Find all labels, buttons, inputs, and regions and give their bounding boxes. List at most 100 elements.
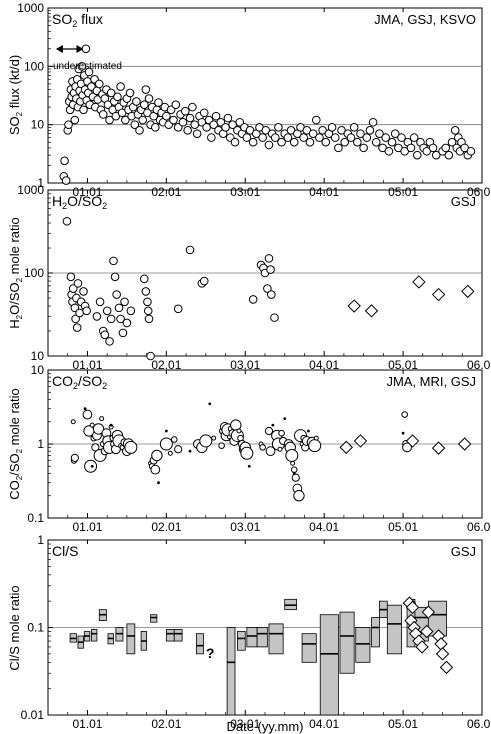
data-point	[207, 133, 216, 142]
data-point	[77, 62, 87, 71]
data-point	[106, 314, 116, 324]
data-point	[270, 313, 279, 322]
range-box	[386, 604, 402, 655]
data-point	[141, 85, 151, 94]
x-tick-label: 06.01	[467, 717, 491, 731]
y-tick-label: 1000	[17, 183, 44, 197]
data-point-diamond	[457, 437, 472, 451]
range-box	[256, 627, 268, 648]
data-point	[293, 490, 305, 502]
x-tick-label: 01.01	[72, 717, 102, 731]
series-co2-2	[339, 434, 472, 455]
data-point	[138, 115, 147, 125]
data-point	[82, 409, 93, 420]
x-tick-label: 05.01	[388, 520, 418, 534]
data-point	[315, 133, 324, 142]
panel-inset-title: H2O/SO2	[52, 193, 107, 211]
double-arrow-head-right	[76, 45, 84, 53]
data-point-dot	[292, 472, 296, 475]
range-box	[195, 633, 204, 655]
data-point	[387, 137, 397, 147]
x-tick-label: 05.01	[388, 717, 418, 731]
data-point	[125, 88, 135, 98]
data-point	[362, 133, 372, 142]
data-point	[73, 279, 83, 288]
range-box	[268, 623, 284, 655]
data-point-dot	[283, 417, 287, 421]
series-h2o-1	[347, 275, 475, 318]
data-point	[258, 133, 267, 142]
data-point	[199, 276, 209, 286]
data-point	[308, 129, 318, 139]
data-point	[121, 115, 130, 125]
data-point	[143, 297, 152, 307]
data-point	[171, 100, 181, 109]
data-point	[116, 82, 125, 91]
y-tick-label: 1000	[17, 1, 44, 15]
range-box	[339, 611, 355, 674]
data-point	[70, 115, 80, 125]
data-point	[397, 133, 406, 142]
data-point	[277, 137, 286, 147]
data-point-diamond	[347, 299, 361, 313]
panel-inset-title: CO2/SO2	[52, 373, 107, 391]
data-point	[144, 314, 154, 324]
data-point-diamond	[431, 441, 446, 455]
data-point	[68, 284, 78, 293]
data-point	[311, 115, 321, 125]
data-point	[368, 117, 378, 127]
data-point	[91, 443, 100, 452]
y-tick-label: 0.1	[27, 621, 44, 635]
panel-so2: 110100100001.0102.0103.0104.0105.0106.01…	[7, 1, 491, 199]
data-point	[146, 351, 155, 361]
data-point	[291, 473, 300, 482]
data-point	[87, 82, 96, 91]
data-point	[192, 129, 202, 139]
data-point	[98, 110, 108, 119]
range-box	[126, 623, 136, 655]
data-point	[278, 429, 285, 437]
data-point-dot	[109, 423, 113, 427]
y-axis-label: CO2/SO2 mole ratio	[7, 388, 24, 500]
y-tick-label: 10	[31, 349, 45, 363]
data-point	[283, 133, 293, 142]
data-point	[211, 435, 217, 441]
data-point	[277, 446, 283, 452]
data-point	[92, 312, 102, 321]
data-point	[290, 466, 298, 473]
data-point-diamond	[421, 605, 436, 619]
data-point	[102, 306, 112, 316]
data-point	[167, 450, 173, 456]
data-point	[263, 284, 272, 293]
data-point	[124, 440, 138, 454]
x-tick-label: 06.01	[467, 185, 491, 199]
data-point-dot	[208, 402, 212, 406]
data-point	[79, 287, 88, 296]
data-point	[259, 444, 266, 451]
y-tick-label: 1	[37, 437, 44, 451]
data-point	[375, 129, 384, 139]
x-tick-label: 03.01	[230, 520, 260, 534]
data-point	[72, 323, 82, 332]
data-point	[181, 106, 190, 116]
data-point	[144, 94, 154, 103]
panel-inset-title: Cl/S	[52, 543, 78, 559]
data-point-dot	[188, 449, 192, 453]
question-mark-annotation: ?	[206, 645, 215, 661]
range-box	[301, 633, 317, 663]
data-point	[230, 137, 240, 147]
data-point	[313, 435, 319, 441]
data-point-diamond	[364, 304, 379, 318]
x-tick-label: 03.01	[230, 358, 260, 372]
data-point	[365, 126, 375, 135]
data-point	[267, 290, 276, 299]
data-point-diamond	[420, 624, 434, 639]
underestimated-annotation: underestimated	[53, 61, 122, 72]
data-point	[381, 133, 391, 142]
data-point	[112, 290, 121, 299]
range-box	[165, 629, 175, 642]
data-point	[114, 303, 124, 313]
data-point	[444, 150, 454, 160]
panel-source-label: GSJ	[451, 544, 476, 559]
